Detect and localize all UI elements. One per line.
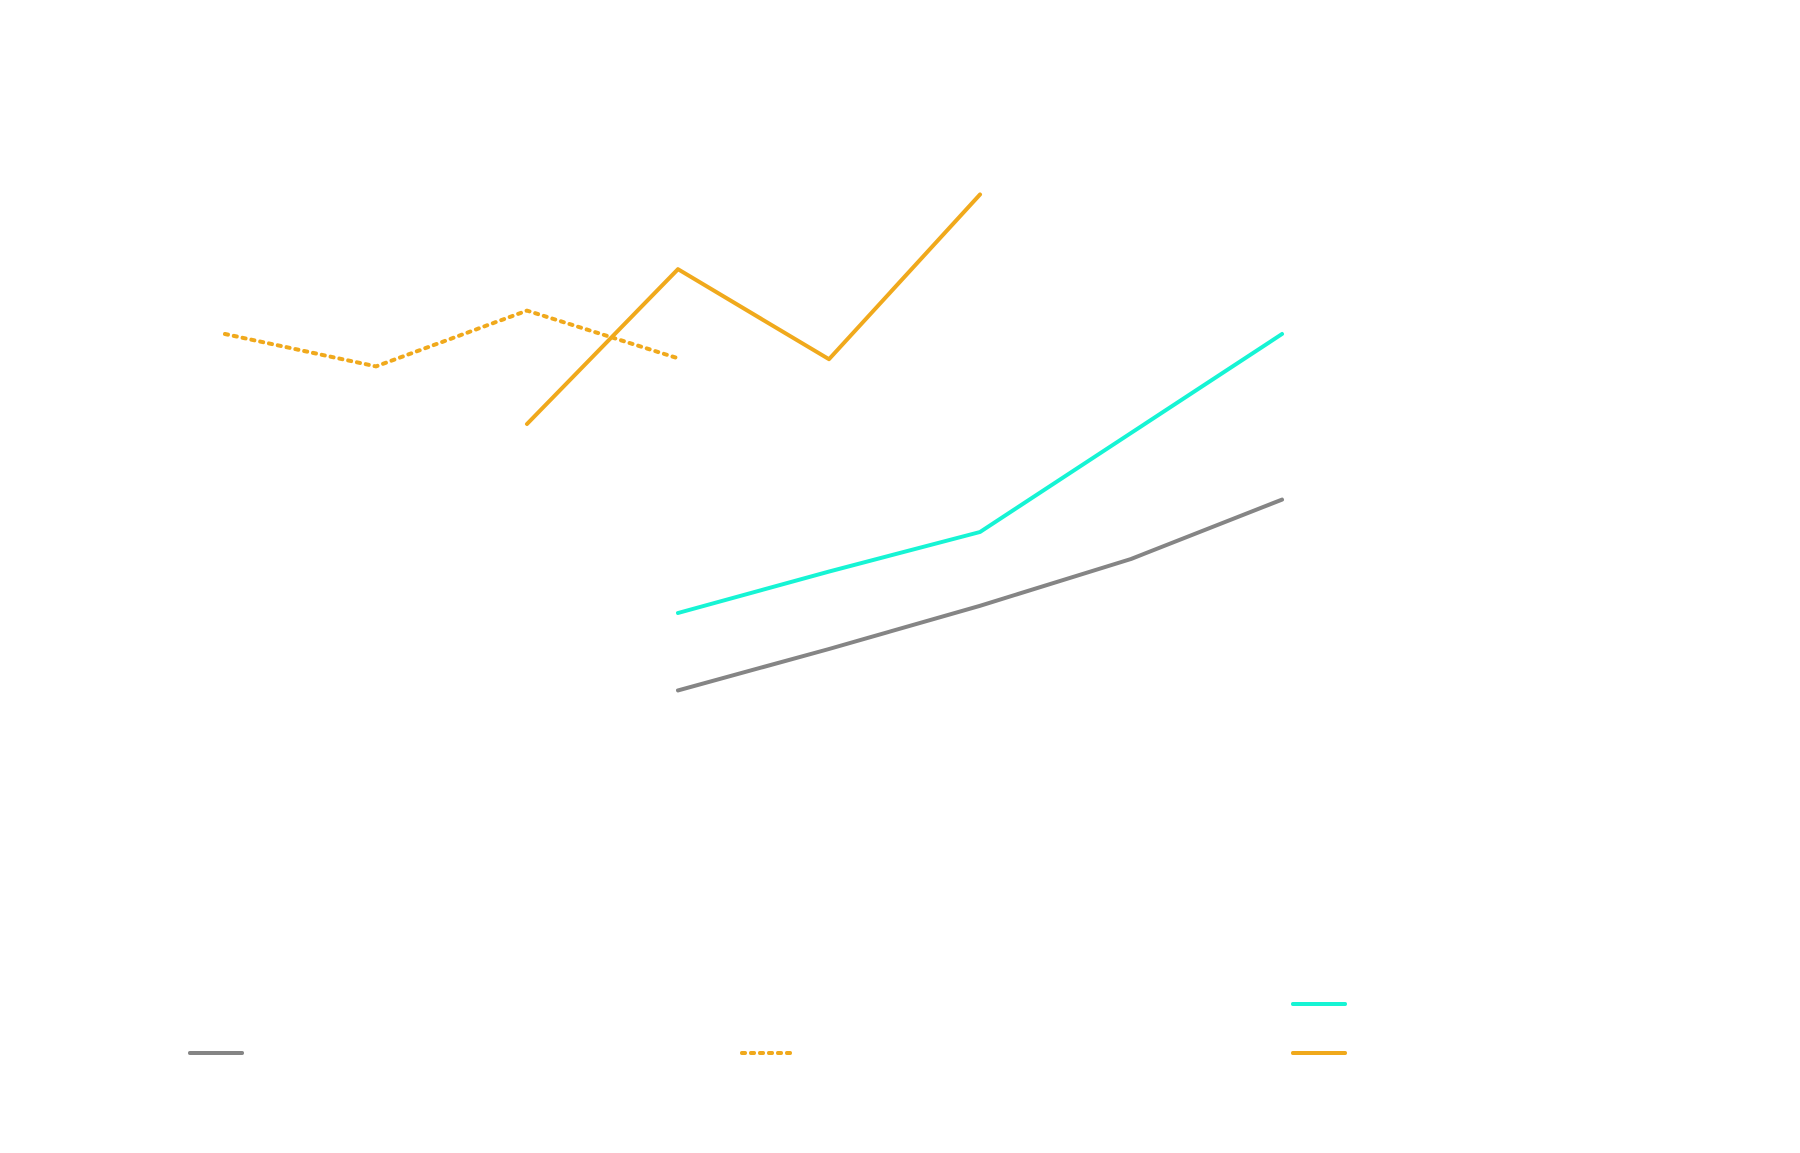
series-line-cyan-solid: [676, 332, 1284, 615]
series-layer: [223, 192, 1284, 693]
series-line-orange-dotted: [223, 308, 680, 369]
legend: [188, 1002, 1347, 1055]
series-line-orange-solid: [525, 192, 982, 426]
series-line-gray-solid: [676, 497, 1284, 693]
